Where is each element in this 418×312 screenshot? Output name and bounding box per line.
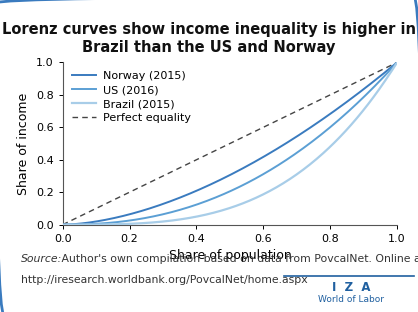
Text: Lorenz curves show income inequality is higher in
Brazil than the US and Norway: Lorenz curves show income inequality is … bbox=[2, 22, 416, 56]
Text: Source:: Source: bbox=[21, 254, 62, 264]
Text: Author's own compilation based on data from PovcalNet. Online at:: Author's own compilation based on data f… bbox=[58, 254, 418, 264]
Legend: Norway (2015), US (2016), Brazil (2015), Perfect equality: Norway (2015), US (2016), Brazil (2015),… bbox=[68, 68, 194, 126]
Text: World of Labor: World of Labor bbox=[318, 295, 384, 304]
Text: I  Z  A: I Z A bbox=[332, 281, 370, 294]
Text: http://iresearch.worldbank.org/PovcalNet/home.aspx: http://iresearch.worldbank.org/PovcalNet… bbox=[21, 275, 308, 285]
Y-axis label: Share of income: Share of income bbox=[18, 92, 31, 195]
X-axis label: Share of population: Share of population bbox=[168, 249, 291, 262]
